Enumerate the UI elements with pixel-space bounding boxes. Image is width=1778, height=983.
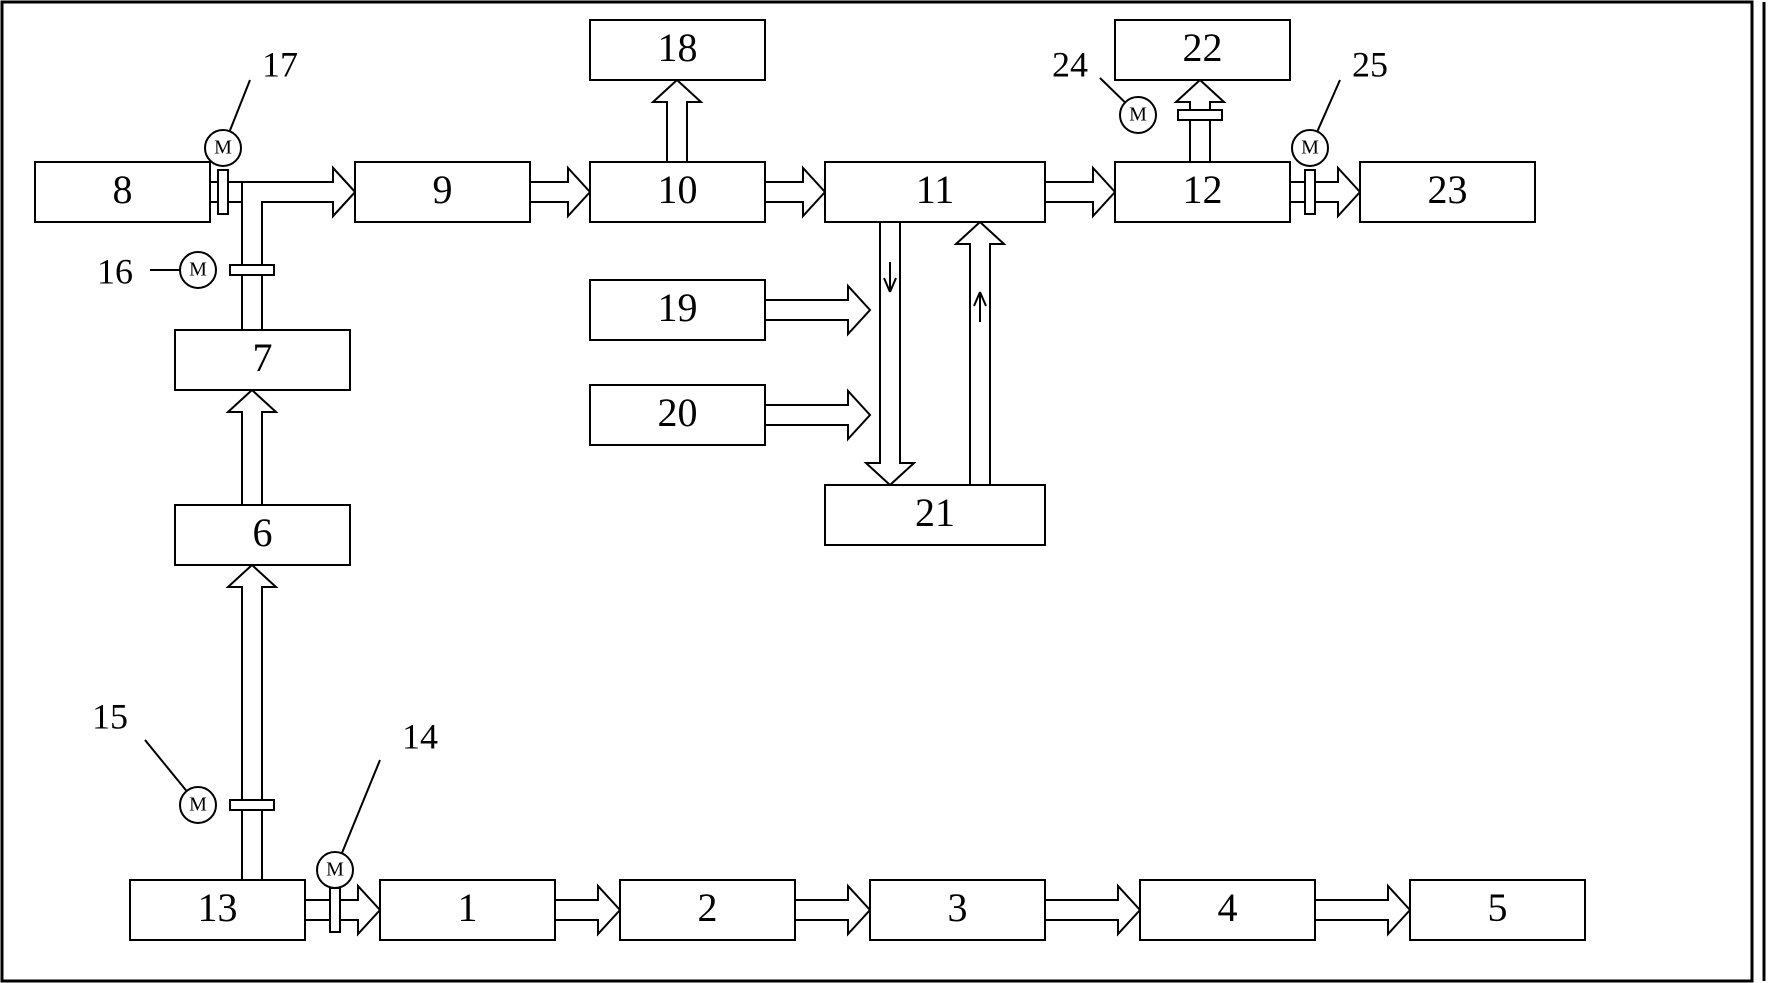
motor-label-14: 14 — [402, 716, 438, 756]
block-label-8: 8 — [113, 167, 133, 212]
block-label-23: 23 — [1428, 167, 1468, 212]
block-label-5: 5 — [1488, 885, 1508, 930]
block-label-2: 2 — [698, 885, 718, 930]
block-label-11: 11 — [916, 167, 955, 212]
block-label-3: 3 — [948, 885, 968, 930]
motor-label-24: 24 — [1052, 44, 1088, 84]
motor-glyph-15: M — [189, 794, 207, 816]
block-label-10: 10 — [658, 167, 698, 212]
block-label-13: 13 — [198, 885, 238, 930]
block-label-18: 18 — [658, 25, 698, 70]
motor-label-17: 17 — [262, 44, 298, 84]
block-label-19: 19 — [658, 285, 698, 330]
motor-glyph-17: M — [214, 137, 232, 159]
motor-glyph-25: M — [1301, 137, 1319, 159]
block-label-6: 6 — [253, 510, 273, 555]
motor-label-25: 25 — [1352, 44, 1388, 84]
block-label-12: 12 — [1183, 167, 1223, 212]
block-label-22: 22 — [1183, 25, 1223, 70]
block-label-20: 20 — [658, 390, 698, 435]
block-label-21: 21 — [915, 490, 955, 535]
motor-glyph-16: M — [189, 259, 207, 281]
block-label-7: 7 — [253, 335, 273, 380]
motor-label-16: 16 — [97, 251, 133, 291]
motor-glyph-14: M — [326, 859, 344, 881]
block-label-1: 1 — [458, 885, 478, 930]
block-label-4: 4 — [1218, 885, 1238, 930]
motor-glyph-24: M — [1129, 104, 1147, 126]
block-label-9: 9 — [433, 167, 453, 212]
motor-label-15: 15 — [92, 696, 128, 736]
